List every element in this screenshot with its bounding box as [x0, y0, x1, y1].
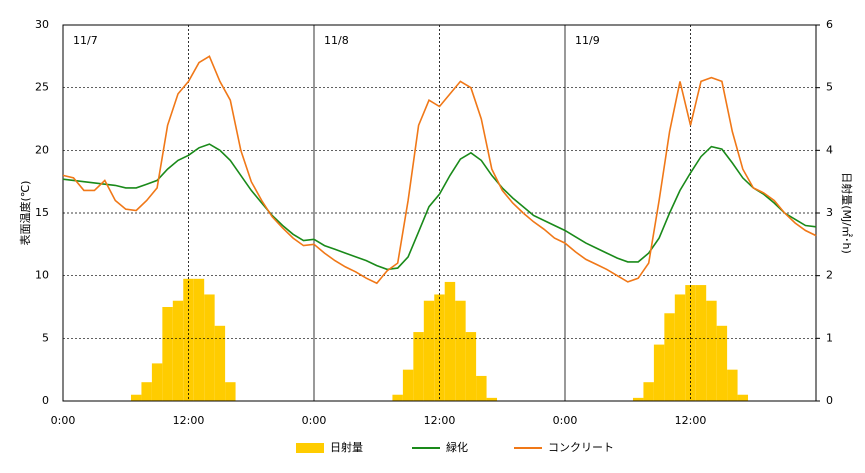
y2-tick-label: 2	[826, 269, 833, 282]
x-tick-label: 0:00	[302, 414, 327, 427]
bar	[204, 294, 215, 401]
bar	[392, 394, 403, 401]
annotation: 11/9	[575, 34, 600, 47]
bar	[434, 294, 445, 401]
bar	[695, 285, 707, 401]
bar	[706, 300, 717, 401]
y-tick-label: 20	[35, 143, 49, 156]
bar	[183, 278, 194, 401]
bar	[737, 394, 749, 401]
bar	[151, 363, 163, 401]
bar	[225, 382, 236, 401]
y-tick-label: 15	[35, 206, 49, 219]
annotation: 11/8	[324, 34, 349, 47]
bar	[632, 397, 644, 401]
y2-tick-label: 5	[826, 81, 833, 94]
bar	[444, 281, 456, 401]
bar	[674, 294, 686, 401]
y-tick-label: 25	[35, 81, 49, 94]
x-tick-label: 0:00	[553, 414, 578, 427]
bar	[465, 332, 477, 401]
bar	[141, 382, 152, 401]
y-tick-label: 10	[35, 269, 49, 282]
bar	[162, 307, 173, 401]
y-tick-label: 30	[35, 18, 49, 31]
y2-tick-label: 1	[826, 331, 833, 344]
bar	[727, 369, 738, 401]
bar	[455, 300, 466, 401]
x-tick-label: 12:00	[675, 414, 707, 427]
y-tick-label: 0	[42, 394, 49, 407]
x-tick-label: 0:00	[51, 414, 76, 427]
annotation: 11/7	[73, 34, 98, 47]
legend-label: コンクリート	[548, 441, 614, 454]
y2-tick-label: 0	[826, 394, 833, 407]
y-axis-label: 表面温度(℃)	[18, 181, 32, 246]
bar	[685, 285, 696, 401]
bar	[130, 394, 142, 401]
bar	[402, 369, 414, 401]
bar	[476, 375, 487, 401]
bar	[214, 325, 226, 401]
line	[62, 55, 817, 285]
bar	[413, 332, 424, 401]
y2-axis-label: 日射量(MJ/㎡･h)	[840, 172, 854, 254]
y-tick-label: 5	[42, 331, 49, 344]
legend-label: 日射量	[330, 440, 363, 454]
bar	[643, 382, 654, 401]
legend-swatch	[296, 443, 324, 453]
plot-frame	[62, 24, 817, 402]
bar	[423, 300, 435, 401]
y2-tick-label: 6	[826, 18, 833, 31]
legend-label: 緑化	[446, 440, 468, 454]
bar	[486, 397, 498, 401]
bar	[193, 278, 205, 401]
y2-tick-label: 3	[826, 206, 833, 219]
line	[62, 143, 817, 271]
bar	[653, 344, 665, 401]
bar	[172, 300, 184, 401]
bar	[716, 325, 728, 401]
bar	[664, 313, 675, 401]
y2-tick-label: 4	[826, 143, 833, 156]
x-tick-label: 12:00	[173, 414, 205, 427]
x-tick-label: 12:00	[424, 414, 456, 427]
